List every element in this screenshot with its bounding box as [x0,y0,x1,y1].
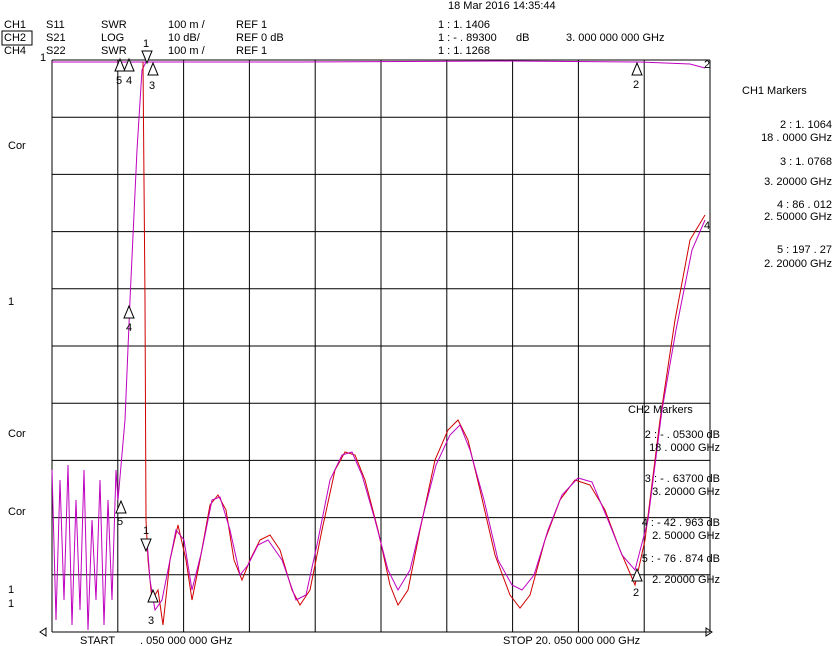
channel-scale: 100 m / [168,19,206,31]
marker-readout: 4 : - 42 . 963 dB [642,517,720,529]
channel-marker: 1 : 1. 1406 [438,19,490,31]
channel-ref: REF 1 [236,19,267,31]
marker-readout: 2. 50000 GHz [764,211,832,223]
markers-title: CH2 Markers [628,404,693,416]
marker-number: 5 [117,516,123,528]
channel-ch: CH4 [4,45,26,57]
marker-number: 1 [143,38,149,50]
marker-triangle [631,61,643,76]
marker-number: 2 [704,59,710,71]
channel-param: S21 [46,32,66,44]
marker-readout: 3. 20000 GHz [764,176,832,188]
markers-title: CH1 Markers [742,85,807,97]
channel-marker: 1 : - . 89300 [438,32,497,44]
channel-format: SWR [101,45,127,57]
channel-unit: dB [516,32,529,44]
channel-ref: REF 1 [236,45,267,57]
left-label: Cor [8,428,26,440]
channel-scale: 100 m / [168,45,206,57]
footer-start: START [80,635,115,646]
left-label: 1 [8,296,14,308]
trace-ch4-top [52,60,706,69]
channel-ref: REF 0 dB [236,32,284,44]
marker-readout: 5 : 197 . 27 [777,244,832,256]
marker-readout: 3 : - . 63700 dB [645,473,720,485]
channel-ch: CH1 [4,19,26,31]
left-label: 1 [8,584,14,596]
channel-freq: 3. 000 000 000 GHz [566,32,664,44]
marker-number: 5 [116,75,122,87]
marker-number: 4 [126,75,132,87]
trace-ch2 [142,61,706,626]
marker-triangle [140,538,152,553]
channel-ch: CH2 [4,32,26,44]
trace-ch1-spike [51,61,147,631]
channel-param: S22 [46,45,66,57]
marker-readout: 2 : 1. 1064 [780,119,832,131]
marker-triangle [115,499,127,514]
left-label: Cor [8,140,26,152]
marker-readout: 3. 20000 GHz [652,486,720,498]
left-label: 1 [40,52,46,64]
marker-number: 2 [633,587,639,599]
trace-ch4 [146,219,706,612]
marker-triangle [147,61,159,76]
channel-format: LOG [101,32,124,44]
channel-scale: 10 dB/ [168,32,201,44]
marker-triangle [147,588,159,603]
active-channel-box [1,30,33,46]
channel-marker: 1 : 1. 1268 [438,45,490,57]
marker-number: 3 [148,615,154,627]
marker-readout: 2. 50000 GHz [652,530,720,542]
footer-start-freq: . 050 000 000 GHz [140,635,232,646]
marker-readout: 5 : - 76 . 874 dB [642,553,720,565]
marker-readout: 3 : 1. 0768 [780,156,832,168]
left-label: 1 [8,598,14,610]
marker-readout: 2. 20000 GHz [764,258,832,270]
marker-triangle [114,57,126,72]
marker-readout: 2. 20000 GHz [652,574,720,586]
marker-number: 3 [149,80,155,92]
channel-param: S11 [46,19,65,31]
labels: CH1 S11 SWR 100 m / REF 1 1 : 1. 1406 CH2 S21 LO… [4,19,832,646]
marker-number: 4 [126,322,132,334]
marker-readout: 18 . 0000 GHz [649,442,720,454]
marker-triangle [123,57,135,72]
marker-triangle [631,567,643,582]
axis-end-arrows [39,627,713,637]
plot-grid [51,59,711,633]
marker-readout: 2 : - . 05300 dB [645,429,720,441]
timestamp: 18 Mar 2016 14:35:44 [448,0,556,12]
marker-number: 4 [704,220,710,232]
footer-stop: STOP 20. 050 000 000 GHz [503,635,640,646]
marker-number: 2 [633,79,639,91]
marker-number: 1 [143,525,149,537]
marker-triangle [141,50,153,65]
marker-readout: 4 : 86 . 012 [777,199,832,211]
channel-format: SWR [101,19,127,31]
marker-triangle [123,304,135,319]
marker-readout: 18 . 0000 GHz [761,132,832,144]
left-label: Cor [8,506,26,518]
